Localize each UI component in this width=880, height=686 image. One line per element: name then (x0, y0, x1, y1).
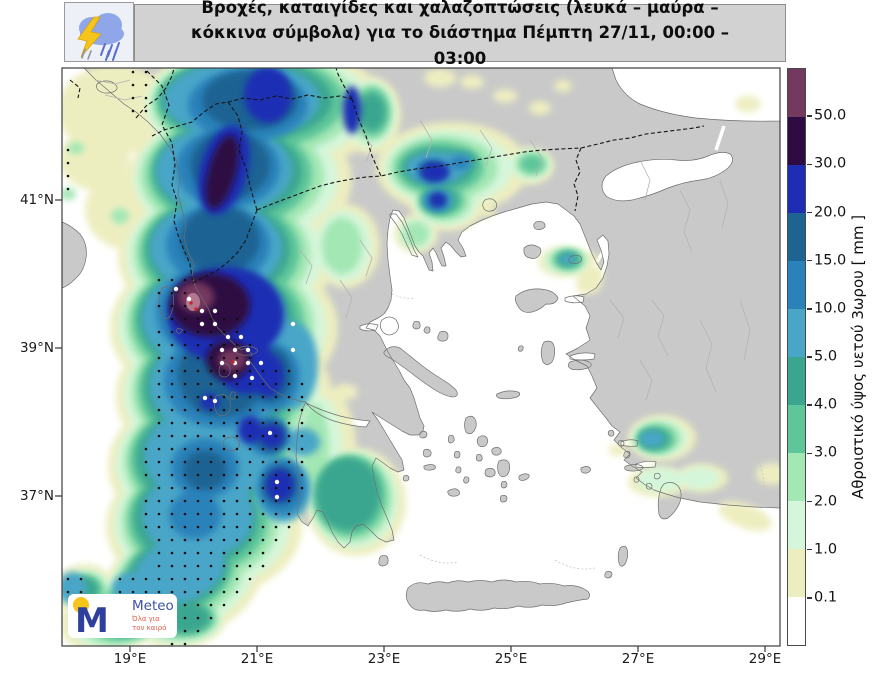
colorbar-cell (788, 549, 805, 597)
colorbar-tick-label: 4.0 (814, 396, 838, 413)
colorbar-tick-label: 30.0 (814, 156, 847, 173)
lon-tick-label: 21°E (240, 651, 274, 667)
colorbar-cell (788, 165, 805, 213)
country-borders (69, 68, 705, 284)
lon-tick-label: 27°E (621, 651, 655, 667)
meteo-logo: M Meteo Όλα για τον καιρό (68, 594, 177, 638)
lon-tick-label: 23°E (367, 651, 401, 667)
red-hail-symbols (189, 301, 235, 364)
colorbar-tick-label: 3.0 (814, 445, 838, 462)
colorbar-tick-label: 0.1 (814, 589, 838, 606)
white-rain-symbols (173, 286, 296, 500)
colorbar-cell (788, 69, 805, 117)
colorbar-tick-label: 10.0 (814, 300, 847, 317)
lon-tick-label: 19°E (113, 651, 147, 667)
colorbar-cell (788, 501, 805, 549)
colorbar-cell (788, 117, 805, 165)
colorbar-tick-mark (807, 404, 812, 406)
colorbar-axis-label: Αθροιστικό ύψος υετού 3ωρου [ mm ] (849, 214, 867, 500)
colorbar-cell (788, 213, 805, 261)
colorbar-cell (788, 357, 805, 405)
colorbar-tick-mark (807, 356, 812, 358)
precipitation-field (62, 68, 780, 646)
colorbar (787, 68, 806, 646)
colorbar-tick-label: 1.0 (814, 541, 838, 558)
colorbar-tick-mark (807, 115, 812, 117)
storm-cloud-lightning-rain-icon (64, 2, 134, 62)
lat-tick-label: 37°N (19, 488, 54, 504)
colorbar-tick-mark (807, 163, 812, 166)
logo-m-icon: M (75, 601, 109, 638)
colorbar-tick-label: 15.0 (814, 252, 847, 269)
colorbar-tick-mark (807, 500, 812, 503)
colorbar-tick-mark (807, 211, 812, 214)
colorbar-tick-label: 5.0 (814, 348, 838, 365)
colorbar-tick-mark (807, 548, 812, 551)
colorbar-tick-label: 50.0 (814, 107, 847, 124)
colorbar-cell (788, 261, 805, 309)
colorbar-tick-mark (807, 308, 812, 310)
lon-tick-label: 29°E (748, 651, 782, 667)
logo-sun-icon (73, 597, 89, 613)
land-fill (62, 68, 780, 612)
admin-borders (94, 79, 765, 570)
colorbar-cell (788, 309, 805, 357)
lon-tick-label: 25°E (494, 651, 528, 667)
colorbar-tick-mark (807, 259, 812, 262)
stipple-dots (66, 70, 304, 646)
colorbar-tick-mark (807, 597, 812, 599)
colorbar-cell (788, 453, 805, 501)
lat-tick-label: 41°N (19, 192, 54, 208)
logo-tagline-line1: Όλα για (131, 615, 160, 623)
map-title: Βροχές, καταιγίδες και χαλαζοπτώσεις (λε… (190, 0, 730, 68)
hail-symbol-patch (186, 293, 200, 311)
map-frame (61, 67, 781, 647)
colorbar-tick-label: 2.0 (814, 493, 838, 510)
colorbar-cell (788, 597, 805, 645)
colorbar-tick-label: 20.0 (814, 204, 847, 221)
map-title-bar: Βροχές, καταιγίδες και χαλαζοπτώσεις (λε… (134, 0, 786, 68)
logo-tagline-line2: τον καιρό (132, 624, 166, 632)
colorbar-cell (788, 405, 805, 453)
colorbar-tick-mark (807, 452, 812, 455)
axis-tick-marks (55, 199, 766, 652)
logo-brand-text: Meteo (132, 598, 174, 614)
lat-tick-label: 39°N (19, 340, 54, 356)
